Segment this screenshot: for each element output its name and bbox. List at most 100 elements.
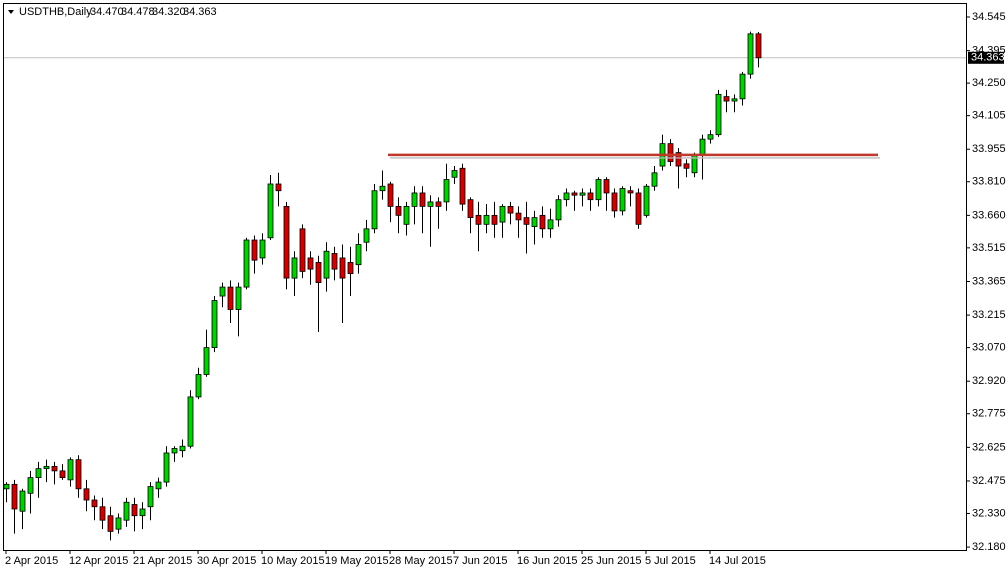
candle-body — [539, 214, 546, 230]
y-tick-label: 33.810 — [972, 176, 1006, 188]
x-tick-label: 14 Jul 2015 — [709, 555, 766, 567]
candle-body — [283, 205, 290, 279]
candle-body — [523, 217, 530, 225]
candle-body — [667, 143, 674, 162]
candle-body — [267, 183, 274, 239]
candle-body — [635, 192, 642, 225]
y-tick-label: 32.475 — [972, 475, 1006, 487]
candle-body — [515, 212, 522, 221]
x-tick-label: 16 Jun 2015 — [517, 555, 578, 567]
candle-body — [347, 262, 354, 275]
candle-body — [747, 33, 754, 75]
candle-body — [531, 217, 538, 227]
x-tick-label: 21 Apr 2015 — [133, 555, 192, 567]
candle-body — [507, 205, 514, 214]
menu-triangle[interactable] — [8, 10, 14, 14]
candle-body — [203, 347, 210, 375]
candle-body — [435, 201, 442, 207]
candle-body — [491, 214, 498, 225]
y-tick-label: 33.070 — [972, 342, 1006, 354]
candle-body — [371, 190, 378, 230]
candle-body — [11, 483, 18, 510]
candle-body — [27, 477, 34, 494]
candle-body — [35, 468, 42, 479]
current-price-box — [968, 51, 1004, 64]
candle-body — [235, 286, 242, 310]
candle-body — [307, 257, 314, 270]
candle-body — [603, 179, 610, 194]
ohlc-high: 34.478 — [121, 6, 155, 18]
candle-body — [723, 96, 730, 102]
candle-body — [355, 244, 362, 266]
candle-body — [107, 515, 114, 532]
candle-body — [475, 214, 482, 225]
x-tick-label: 30 Apr 2015 — [197, 555, 256, 567]
candle-body — [731, 98, 738, 102]
candle-body — [219, 286, 226, 297]
candle-body — [131, 504, 138, 517]
x-tick-label: 10 May 2015 — [261, 555, 325, 567]
candle-body — [363, 228, 370, 243]
candle-body — [155, 481, 162, 490]
candle-body — [579, 192, 586, 196]
candle-body — [187, 396, 194, 447]
ohlc-close: 34.363 — [183, 6, 217, 18]
candle-body — [59, 470, 66, 479]
symbol-label: USDTHB,Daily — [19, 6, 92, 18]
candle-body — [411, 192, 418, 207]
candle-body — [739, 73, 746, 100]
candle-body — [243, 239, 250, 288]
candle-body — [755, 33, 762, 59]
plot-frame — [3, 3, 967, 551]
ohlc-open: 34.470 — [90, 6, 124, 18]
x-tick-label: 5 Jul 2015 — [645, 555, 696, 567]
x-tick-label: 28 May 2015 — [389, 555, 453, 567]
y-tick-label: 33.515 — [972, 242, 1006, 254]
current-price-label: 34.363 — [971, 52, 1005, 64]
y-tick-label: 33.660 — [972, 209, 1006, 221]
candle-body — [651, 172, 658, 187]
candle-body — [91, 499, 98, 508]
candle-body — [499, 205, 506, 223]
candle-body — [339, 257, 346, 279]
y-tick-label: 34.250 — [972, 77, 1006, 89]
candle-body — [67, 459, 74, 481]
candle-body — [595, 179, 602, 201]
candle-body — [715, 93, 722, 136]
x-tick-label: 19 May 2015 — [325, 555, 389, 567]
candle-body — [619, 188, 626, 212]
candle-body — [3, 483, 10, 490]
candle-body — [395, 205, 402, 216]
candle-body — [323, 250, 330, 279]
y-tick-label: 33.955 — [972, 143, 1006, 155]
candle-body — [627, 190, 634, 194]
candle-body — [587, 192, 594, 201]
ohlc-low: 34.320 — [152, 6, 186, 18]
candle-body — [419, 192, 426, 207]
candle-body — [251, 239, 258, 261]
y-tick-label: 32.775 — [972, 408, 1006, 420]
candle-body — [259, 239, 266, 259]
candle-body — [211, 300, 218, 349]
candle-body — [443, 179, 450, 203]
candle-body — [427, 201, 434, 207]
candle-body — [483, 214, 490, 225]
candle-body — [699, 138, 706, 156]
candle-body — [115, 517, 122, 530]
candle-body — [675, 152, 682, 167]
y-tick-label: 33.215 — [972, 309, 1006, 321]
candle-body — [51, 465, 58, 472]
candle-body — [611, 192, 618, 212]
x-tick-label: 12 Apr 2015 — [69, 555, 128, 567]
candle-body — [123, 501, 130, 521]
candle-body — [683, 163, 690, 169]
x-tick-label: 25 Jun 2015 — [581, 555, 642, 567]
y-tick-label: 33.365 — [972, 275, 1006, 287]
x-tick-label: 7 Jun 2015 — [453, 555, 507, 567]
candle-body — [171, 448, 178, 454]
candle-body — [331, 253, 338, 270]
candle-body — [547, 219, 554, 230]
